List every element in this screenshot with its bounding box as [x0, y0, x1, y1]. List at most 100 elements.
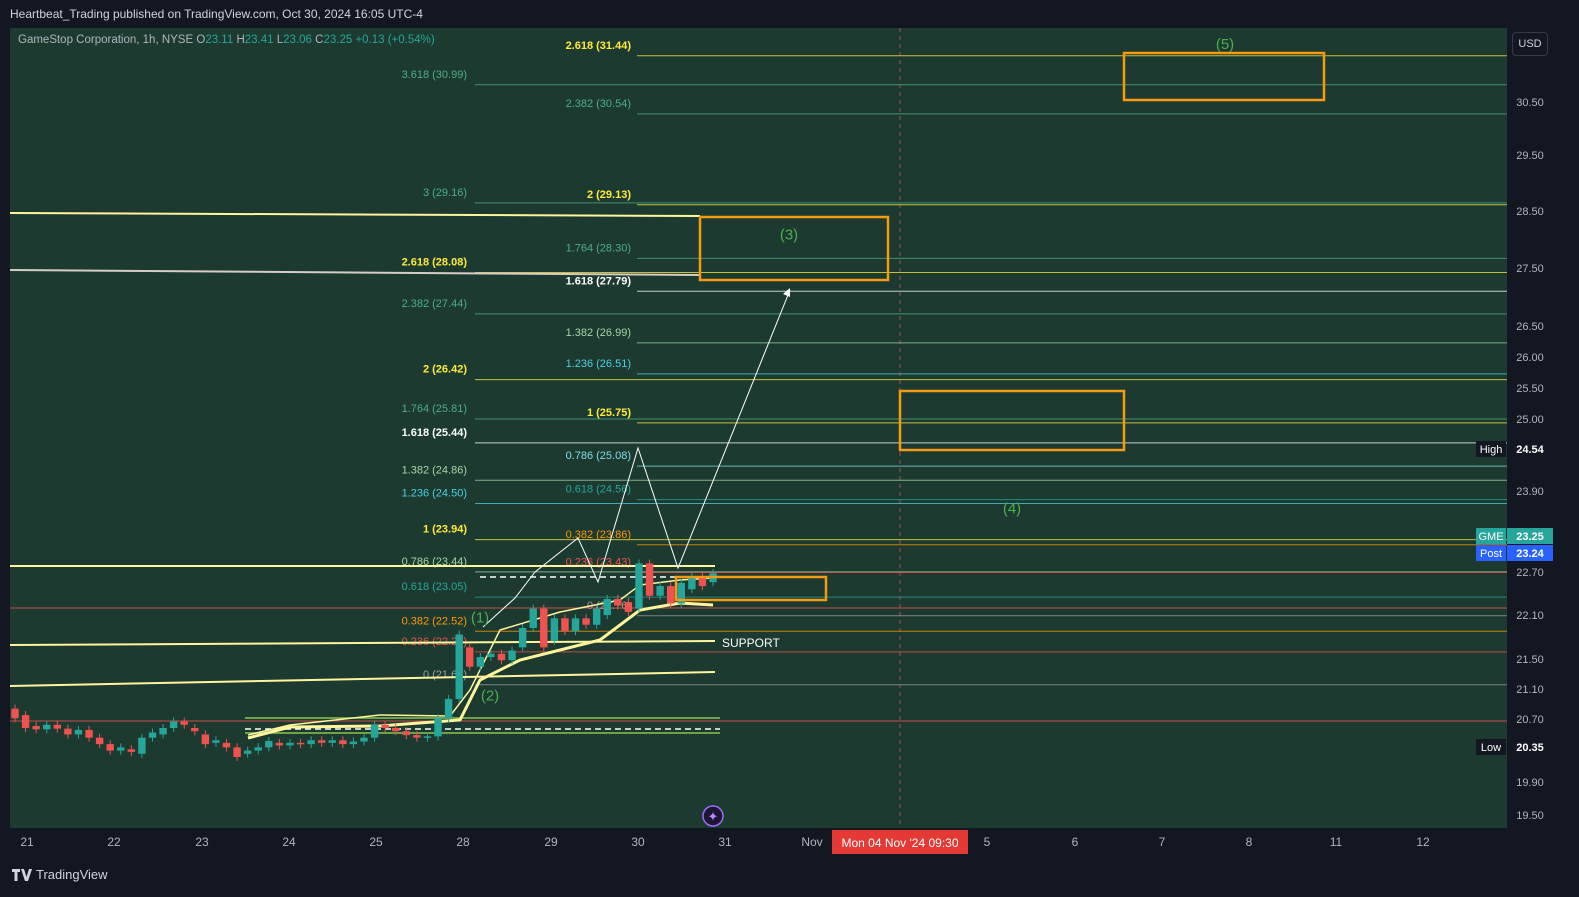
fib-level-label: 3.618 (30.99)	[402, 69, 467, 81]
support-label: SUPPORT	[722, 636, 780, 650]
publish-header: Heartbeat_Trading published on TradingVi…	[0, 0, 1579, 28]
publish-title: Heartbeat_Trading published on TradingVi…	[10, 7, 423, 21]
fib-level-label: 3 (29.16)	[423, 187, 467, 199]
time-scale[interactable]	[10, 828, 1507, 856]
fib-level-label: 1.236 (26.51)	[566, 358, 631, 370]
fib-level-label: 2.618 (28.08)	[402, 257, 468, 269]
candle-body	[339, 740, 347, 745]
candle-body	[159, 728, 167, 735]
candle-body	[635, 563, 643, 609]
price-badge-label-bg	[1476, 739, 1506, 755]
candle-body	[381, 724, 389, 728]
candle-body	[21, 715, 30, 728]
ohlc-close: 23.25	[323, 34, 353, 46]
fib-level-label: 2 (26.42)	[423, 364, 467, 376]
time-tick: 24	[282, 835, 296, 849]
ohlc-open: 23.11	[205, 34, 234, 46]
fib-level-label: 2 (29.13)	[587, 189, 631, 201]
horizontal-ray	[9, 212, 701, 217]
fib-level-label: 0.382 (23.86)	[566, 529, 631, 541]
candle-body	[624, 602, 633, 612]
price-badge-label: Low	[1481, 742, 1501, 754]
wave-label: (2)	[481, 688, 499, 705]
chart-area[interactable]	[10, 28, 1507, 828]
time-marker-badge-bg	[832, 830, 968, 854]
ohlc-high-label: H	[236, 34, 245, 46]
fib-level-label: 1.618 (25.44)	[402, 427, 468, 439]
fib-level-label: 0.618 (24.56)	[566, 484, 631, 496]
price-tick: 28.50	[1516, 206, 1544, 218]
candle-body	[328, 740, 336, 743]
symbol-name[interactable]: GameStop Corporation, 1h, NYSE	[18, 34, 194, 46]
candle-body	[455, 634, 463, 699]
ohlc-high: 23.41	[244, 34, 274, 46]
fib-level-label: 1.764 (25.81)	[402, 403, 467, 415]
tradingview-logo[interactable]: TradingView	[12, 867, 108, 882]
wave-label: (3)	[780, 226, 798, 243]
candle-body	[645, 563, 654, 596]
candle-body	[148, 732, 157, 738]
candle-body	[349, 741, 358, 745]
price-tick: 23.90	[1516, 486, 1544, 498]
fib-level-label: 0.618 (23.05)	[402, 581, 467, 593]
price-tick: 29.50	[1516, 150, 1544, 162]
tradingview-logo-icon	[12, 868, 32, 881]
time-marker-badge: Mon 04 Nov '24 09:30	[841, 836, 958, 850]
price-badge-label-bg	[1476, 545, 1506, 561]
candle-body	[275, 742, 284, 746]
price-badge-label: Post	[1480, 548, 1502, 560]
price-tick: 26.00	[1516, 352, 1544, 364]
candle-body	[518, 628, 527, 648]
candle-body	[307, 740, 315, 745]
currency-button[interactable]: USD	[1512, 32, 1548, 56]
arrow-head	[783, 288, 790, 297]
time-tick: 21	[20, 835, 34, 849]
price-badge-bg	[1507, 528, 1553, 544]
candle-body	[254, 747, 262, 751]
price-tick: 21.10	[1516, 684, 1544, 696]
price-scale[interactable]	[1507, 28, 1567, 828]
time-tick: Nov	[801, 835, 822, 849]
candle-body	[43, 724, 51, 730]
wave-label: (1)	[471, 610, 489, 627]
candle-body	[191, 728, 199, 732]
time-tick: 31	[718, 835, 732, 849]
candle-body	[487, 653, 495, 658]
fib-level-label: 2.382 (30.54)	[566, 98, 631, 110]
fib-level-label: 0.786 (25.08)	[566, 450, 631, 462]
price-tick: 22.10	[1516, 610, 1544, 622]
moving-average-line	[247, 577, 714, 736]
horizontal-ray	[9, 640, 716, 646]
candle-body	[11, 708, 19, 719]
candle-body	[74, 729, 83, 735]
price-badge-value: 23.24	[1516, 548, 1544, 560]
candle-body	[127, 749, 136, 752]
wave-label: (5)	[1216, 36, 1234, 53]
candle-body	[497, 653, 506, 661]
candle-body	[370, 724, 379, 738]
candle-body	[677, 582, 685, 604]
candle-body	[540, 608, 548, 648]
event-icon-glyph: ✦	[708, 810, 719, 825]
candle-body	[561, 618, 569, 632]
candle-body	[64, 728, 72, 735]
fib-level-label: 1.382 (26.99)	[566, 327, 631, 339]
time-tick: 11	[1330, 835, 1343, 849]
price-badge-value: 24.54	[1516, 444, 1544, 456]
time-tick: 12	[1416, 835, 1430, 849]
price-tick: 19.90	[1516, 777, 1544, 789]
fib-level-label: 1 (25.75)	[587, 407, 631, 419]
price-tick: 19.50	[1516, 810, 1544, 822]
price-badge-label: GME	[1478, 531, 1503, 543]
fib-level-label: 1.618 (27.79)	[566, 275, 632, 287]
time-tick: 6	[1072, 835, 1079, 849]
price-tick: 27.50	[1516, 263, 1544, 275]
candle-body	[360, 737, 368, 742]
candle-body	[413, 735, 421, 738]
candle-body	[317, 740, 326, 743]
candle-body	[169, 721, 178, 728]
candle-body	[222, 742, 231, 748]
candle-body	[402, 731, 411, 736]
price-tick: 21.50	[1516, 654, 1544, 666]
